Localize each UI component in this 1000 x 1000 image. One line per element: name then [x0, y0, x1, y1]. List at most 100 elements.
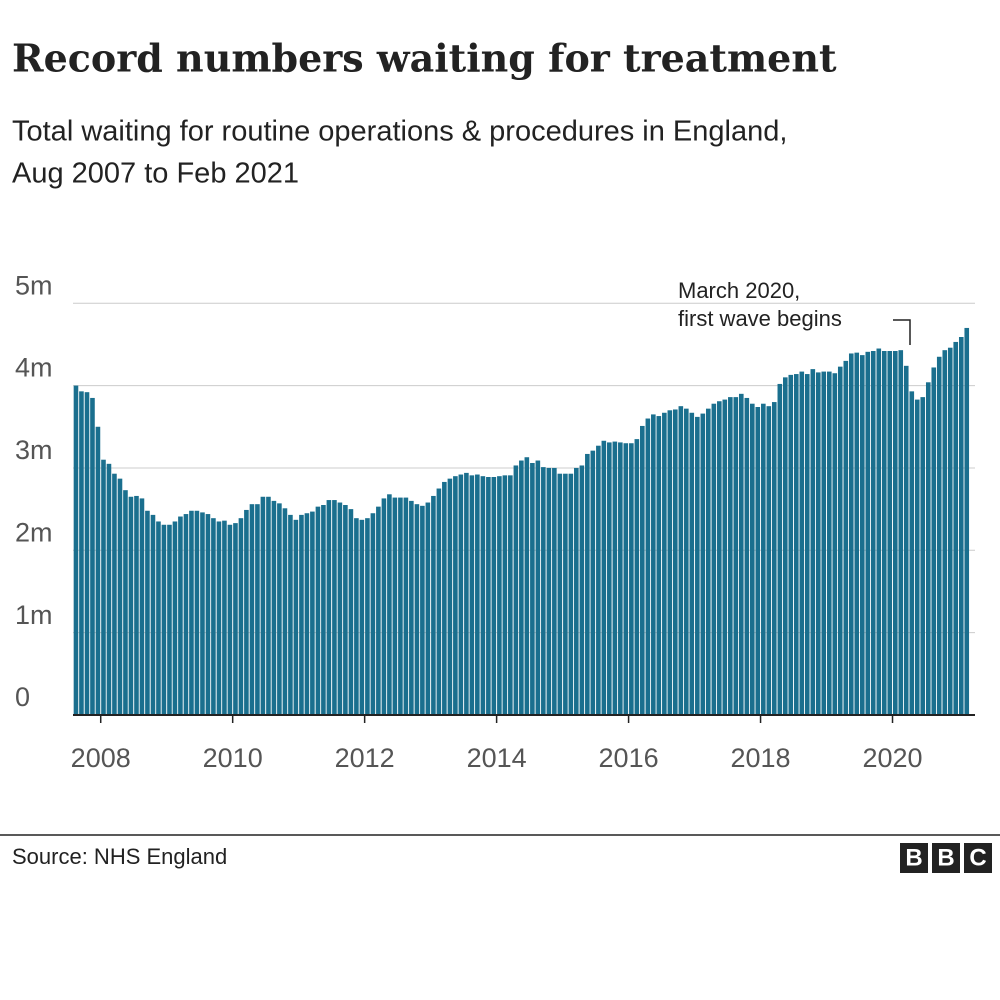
subtitle-line: Aug 2007 to Feb 2021 — [12, 158, 299, 190]
bar — [568, 473, 574, 715]
bar — [887, 351, 893, 715]
bar — [832, 373, 838, 715]
bar — [612, 441, 618, 715]
bar — [365, 518, 370, 715]
bar — [794, 374, 799, 715]
bar — [689, 412, 695, 715]
bar — [293, 519, 299, 715]
bar — [343, 505, 348, 715]
bar — [117, 478, 123, 715]
bar — [574, 467, 579, 715]
bar — [744, 397, 750, 715]
bar — [139, 498, 145, 715]
bar — [211, 518, 216, 715]
bar — [288, 514, 293, 715]
bar — [634, 439, 640, 715]
bar — [172, 521, 178, 715]
bar — [112, 473, 117, 715]
bar — [315, 506, 321, 715]
bar — [508, 475, 513, 715]
bar — [332, 500, 337, 715]
bar — [898, 350, 904, 715]
bar — [859, 355, 865, 715]
bar — [728, 397, 733, 715]
bar — [733, 397, 739, 715]
bar — [513, 465, 519, 715]
bar — [194, 510, 200, 715]
bar — [590, 450, 596, 715]
bar — [815, 372, 821, 715]
bar — [216, 521, 222, 715]
bar — [502, 475, 508, 715]
annotation-leader — [893, 319, 911, 345]
bar — [200, 512, 205, 715]
bar — [854, 352, 860, 715]
bar — [925, 382, 931, 715]
bar — [881, 351, 887, 715]
bar — [695, 416, 700, 715]
bar — [403, 497, 409, 715]
y-tick-label: 3m — [15, 435, 53, 465]
bar — [662, 412, 667, 715]
axes: 2008 2010 2012 2014 2016 2018 2020 — [71, 714, 975, 773]
bar — [827, 371, 832, 715]
bar — [453, 476, 458, 715]
annotation-line: March 2020, — [678, 278, 800, 303]
bar — [848, 353, 854, 715]
bar — [837, 366, 843, 715]
bar — [909, 391, 915, 715]
x-tick-label: 2008 — [71, 743, 131, 773]
logo-box — [964, 843, 992, 873]
bar — [348, 509, 354, 715]
bar — [535, 460, 541, 715]
bar — [150, 514, 156, 715]
bar — [183, 514, 189, 715]
bar — [84, 392, 90, 715]
bar — [128, 496, 134, 715]
bar — [684, 408, 689, 715]
bar — [843, 360, 849, 715]
bar — [563, 473, 568, 715]
bar — [777, 383, 783, 715]
bar — [90, 397, 95, 715]
bar — [953, 341, 959, 715]
bar — [480, 476, 486, 715]
bar — [607, 442, 612, 715]
bar — [431, 495, 436, 715]
bar — [73, 385, 79, 715]
logo-box — [900, 843, 928, 873]
bar — [766, 406, 772, 715]
bar — [651, 414, 656, 715]
bar — [420, 505, 425, 715]
bar — [892, 351, 898, 715]
bar — [277, 503, 282, 715]
chart-title: Record numbers waiting for treatment — [12, 36, 837, 81]
x-tick-label: 2012 — [335, 743, 395, 773]
bar — [359, 519, 365, 715]
y-tick-label: 4m — [15, 353, 53, 383]
bar — [705, 408, 711, 715]
bar — [788, 374, 794, 715]
bar — [656, 416, 662, 715]
bar — [337, 502, 343, 715]
bar — [640, 425, 645, 715]
bar — [387, 494, 392, 715]
bar — [321, 505, 326, 715]
bar — [585, 453, 590, 715]
bar — [260, 496, 266, 715]
x-tick-label: 2020 — [862, 743, 922, 773]
bar — [914, 399, 920, 715]
bar — [865, 351, 871, 715]
bar — [266, 496, 271, 715]
bar — [475, 474, 480, 715]
bar — [678, 406, 684, 715]
bar — [821, 371, 827, 715]
bar — [931, 367, 937, 715]
bar — [601, 440, 607, 715]
bar — [255, 504, 260, 715]
bar — [304, 513, 310, 715]
bar — [920, 397, 926, 715]
subtitle-line: Total waiting for routine operations & p… — [12, 116, 787, 148]
